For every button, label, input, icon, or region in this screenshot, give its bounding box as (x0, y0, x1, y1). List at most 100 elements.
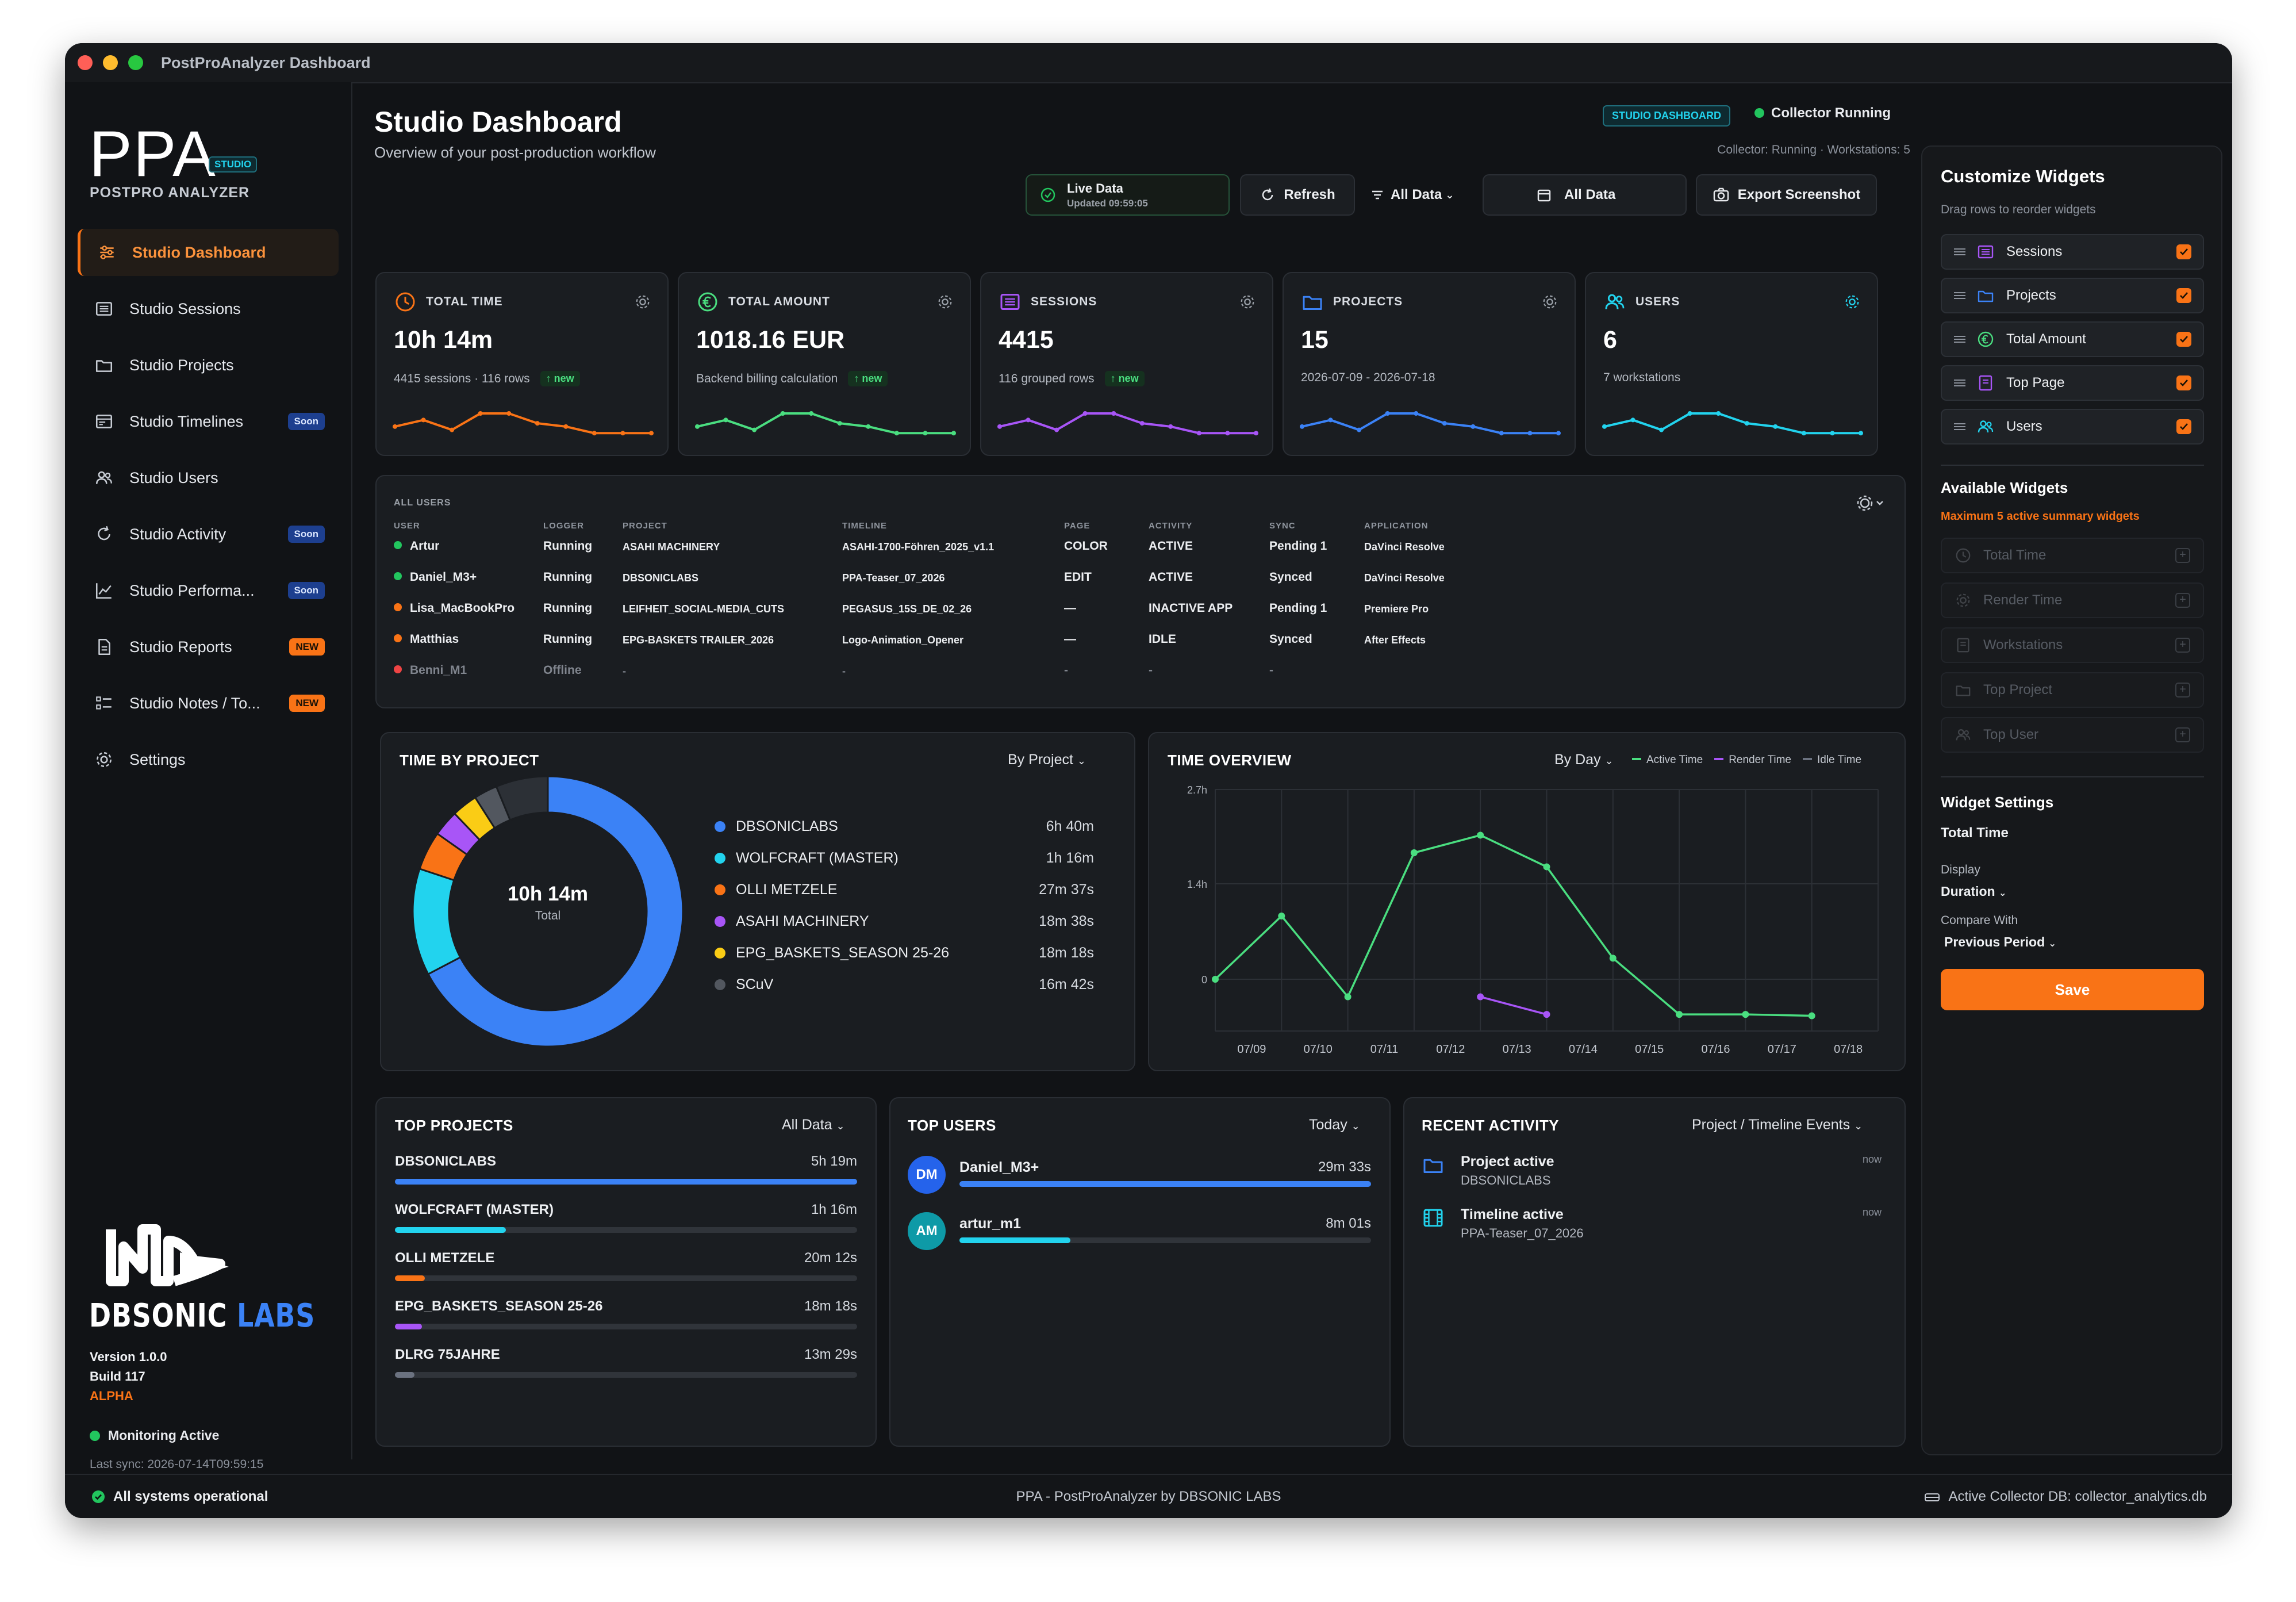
table-row[interactable]: Artur Running ASAHI MACHINERY ASAHI-1700-Fö… (377, 539, 1905, 570)
donut-slice-other[interactable] (495, 775, 549, 821)
widget-row-projects[interactable]: Projects (1941, 278, 2204, 313)
list-item[interactable]: DM Daniel_M3+ 29m 33s (908, 1156, 1371, 1213)
column-header-timeline[interactable]: TIMELINE (842, 521, 887, 531)
data-point-active-time[interactable] (1410, 849, 1418, 856)
drag-handle-icon[interactable] (1952, 421, 1967, 432)
widget-row-users[interactable]: Users (1941, 409, 2204, 444)
date-range-button[interactable]: All Data (1483, 174, 1687, 216)
sidebar-item-studio-timelines[interactable]: Studio Timelines Soon (78, 398, 339, 445)
sidebar-item-studio-reports[interactable]: Studio Reports NEW (78, 623, 339, 670)
legend-item-idle-time[interactable]: Idle Time (1802, 754, 1861, 766)
kpi-card-total-amount[interactable]: TOTAL AMOUNT 1018.16 EUR Backend billing c… (678, 272, 971, 456)
by-day-dropdown[interactable]: By Day ⌄ (1554, 752, 1614, 768)
column-header-user[interactable]: USER (394, 521, 420, 531)
list-item[interactable]: OLLI METZELE 20m 12s (395, 1250, 857, 1298)
data-filter-dropdown[interactable]: All Data ⌄ (1364, 174, 1462, 216)
kpi-settings-gear-icon[interactable] (1541, 293, 1558, 311)
column-header-sync[interactable]: SYNC (1269, 521, 1296, 531)
kpi-card-total-time[interactable]: TOTAL TIME 10h 14m 4415 sessions · 116 row… (375, 272, 669, 456)
list-item[interactable]: DLRG 75JAHRE 13m 29s (395, 1347, 857, 1395)
widget-enabled-checkbox[interactable] (2176, 419, 2191, 434)
drag-handle-icon[interactable] (1952, 290, 1967, 301)
sidebar-item-studio-performa[interactable]: Studio Performa... Soon (78, 567, 339, 614)
list-item[interactable]: WOLFCRAFT (MASTER) 1h 16m (395, 1202, 857, 1250)
sidebar-item-studio-sessions[interactable]: Studio Sessions (78, 285, 339, 332)
data-point-render-time[interactable] (1477, 993, 1484, 1001)
legend-item-olli-metzele[interactable]: OLLI METZELE 27m 37s (715, 882, 1117, 909)
drag-handle-icon[interactable] (1952, 334, 1967, 345)
refresh-button[interactable]: Refresh (1240, 174, 1355, 216)
data-point-active-time[interactable] (1808, 1012, 1815, 1020)
top-projects-filter-dropdown[interactable]: All Data ⌄ (782, 1117, 845, 1133)
folder-icon (1978, 290, 1994, 302)
display-select[interactable]: Duration ⌄ (1941, 884, 2006, 899)
table-row[interactable]: Benni_M1 Offline - - - - - (377, 664, 1905, 695)
time-by-project-card: TIME BY PROJECT By Project ⌄ 10h 14m Tot… (380, 732, 1135, 1071)
widget-enabled-checkbox[interactable] (2176, 375, 2191, 390)
legend-item-dbsoniclabs[interactable]: DBSONICLABS 6h 40m (715, 818, 1117, 846)
list-item[interactable]: Timeline active PPA-Teaser_07_2026 now (1422, 1206, 1882, 1258)
data-point-active-time[interactable] (1477, 831, 1484, 839)
data-point-render-time[interactable] (1543, 1011, 1550, 1018)
close-window-button[interactable] (78, 55, 93, 70)
data-point-active-time[interactable] (1676, 1011, 1683, 1018)
zoom-window-button[interactable] (128, 55, 143, 70)
legend-item-scuv[interactable]: SCuV 16m 42s (715, 976, 1117, 1004)
legend-item-asahi-machinery[interactable]: ASAHI MACHINERY 18m 38s (715, 913, 1117, 941)
timeline-icon (95, 415, 113, 428)
legend-item-active-time[interactable]: Active Time (1632, 754, 1703, 766)
list-item[interactable]: DBSONICLABS 5h 19m (395, 1153, 857, 1202)
donut-slice-dbsoniclabs[interactable] (427, 775, 684, 1048)
list-item[interactable]: Project active DBSONICLABS now (1422, 1153, 1882, 1205)
column-header-project[interactable]: PROJECT (623, 521, 667, 531)
widget-row-top-page[interactable]: Top Page (1941, 365, 2204, 401)
widget-enabled-checkbox[interactable] (2176, 288, 2191, 303)
drag-handle-icon[interactable] (1952, 246, 1967, 258)
data-point-active-time[interactable] (1344, 993, 1352, 1001)
sidebar-item-studio-activity[interactable]: Studio Activity Soon (78, 511, 339, 558)
save-button[interactable]: Save (1941, 969, 2204, 1010)
table-row[interactable]: Daniel_M3+ Running DBSONICLABS PPA-Teaser_0… (377, 570, 1905, 601)
list-item[interactable]: AM artur_m1 8m 01s (908, 1212, 1371, 1270)
data-point-active-time[interactable] (1609, 955, 1617, 962)
by-project-dropdown[interactable]: By Project ⌄ (1008, 752, 1086, 768)
widget-row-total-amount[interactable]: Total Amount (1941, 321, 2204, 357)
legend-item-wolfcraft-master[interactable]: WOLFCRAFT (MASTER) 1h 16m (715, 850, 1117, 877)
data-point-active-time[interactable] (1278, 913, 1285, 919)
sidebar-item-studio-dashboard[interactable]: Studio Dashboard (78, 229, 339, 276)
drag-handle-icon[interactable] (1952, 377, 1967, 389)
widget-row-sessions[interactable]: Sessions (1941, 234, 2204, 270)
kpi-card-users[interactable]: USERS 6 7 workstations (1585, 272, 1878, 456)
compare-with-select[interactable]: Previous Period ⌄ (1944, 934, 2056, 950)
minimize-window-button[interactable] (103, 55, 118, 70)
sidebar-item-studio-notes-to[interactable]: Studio Notes / To... NEW (78, 680, 339, 727)
kpi-settings-gear-icon[interactable] (1844, 293, 1861, 311)
sidebar-item-studio-projects[interactable]: Studio Projects (78, 342, 339, 389)
column-header-application[interactable]: APPLICATION (1364, 521, 1429, 531)
column-header-page[interactable]: PAGE (1064, 521, 1091, 531)
data-point-active-time[interactable] (1212, 976, 1219, 983)
column-header-activity[interactable]: ACTIVITY (1149, 521, 1193, 531)
kpi-settings-gear-icon[interactable] (936, 293, 954, 311)
kpi-card-sessions[interactable]: SESSIONS 4415 116 grouped rows ↑ new (980, 272, 1273, 456)
kpi-card-projects[interactable]: PROJECTS 15 2026-07-09 - 2026-07-18 (1283, 272, 1576, 456)
live-data-indicator[interactable]: Live Data Updated 09:59:05 (1026, 174, 1230, 216)
widget-enabled-checkbox[interactable] (2176, 332, 2191, 347)
data-point-active-time[interactable] (1742, 1011, 1749, 1018)
kpi-settings-gear-icon[interactable] (1239, 293, 1256, 311)
sidebar-item-settings[interactable]: Settings (78, 736, 339, 783)
sidebar-item-studio-users[interactable]: Studio Users (78, 454, 339, 501)
column-header-logger[interactable]: LOGGER (543, 521, 585, 531)
table-row[interactable]: Lisa_MacBookPro Running LEIFHEIT_SOCIAL-ME… (377, 601, 1905, 633)
list-item[interactable]: EPG_BASKETS_SEASON 25-26 18m 18s (395, 1298, 857, 1347)
kpi-settings-gear-icon[interactable] (634, 293, 651, 311)
legend-item-epg-baskets-season-25-26[interactable]: EPG_BASKETS_SEASON 25-26 18m 18s (715, 945, 1117, 972)
activity-events-dropdown[interactable]: Project / Timeline Events ⌄ (1692, 1117, 1863, 1133)
export-screenshot-button[interactable]: Export Screenshot (1696, 174, 1877, 216)
widget-enabled-checkbox[interactable] (2176, 244, 2191, 259)
top-users-period-dropdown[interactable]: Today ⌄ (1309, 1117, 1360, 1133)
table-row[interactable]: Matthias Running EPG-BASKETS TRAILER_2026 L… (377, 633, 1905, 664)
legend-item-render-time[interactable]: Render Time (1714, 754, 1791, 766)
table-settings-gear-icon[interactable] (1856, 493, 1888, 513)
data-point-active-time[interactable] (1543, 863, 1550, 871)
